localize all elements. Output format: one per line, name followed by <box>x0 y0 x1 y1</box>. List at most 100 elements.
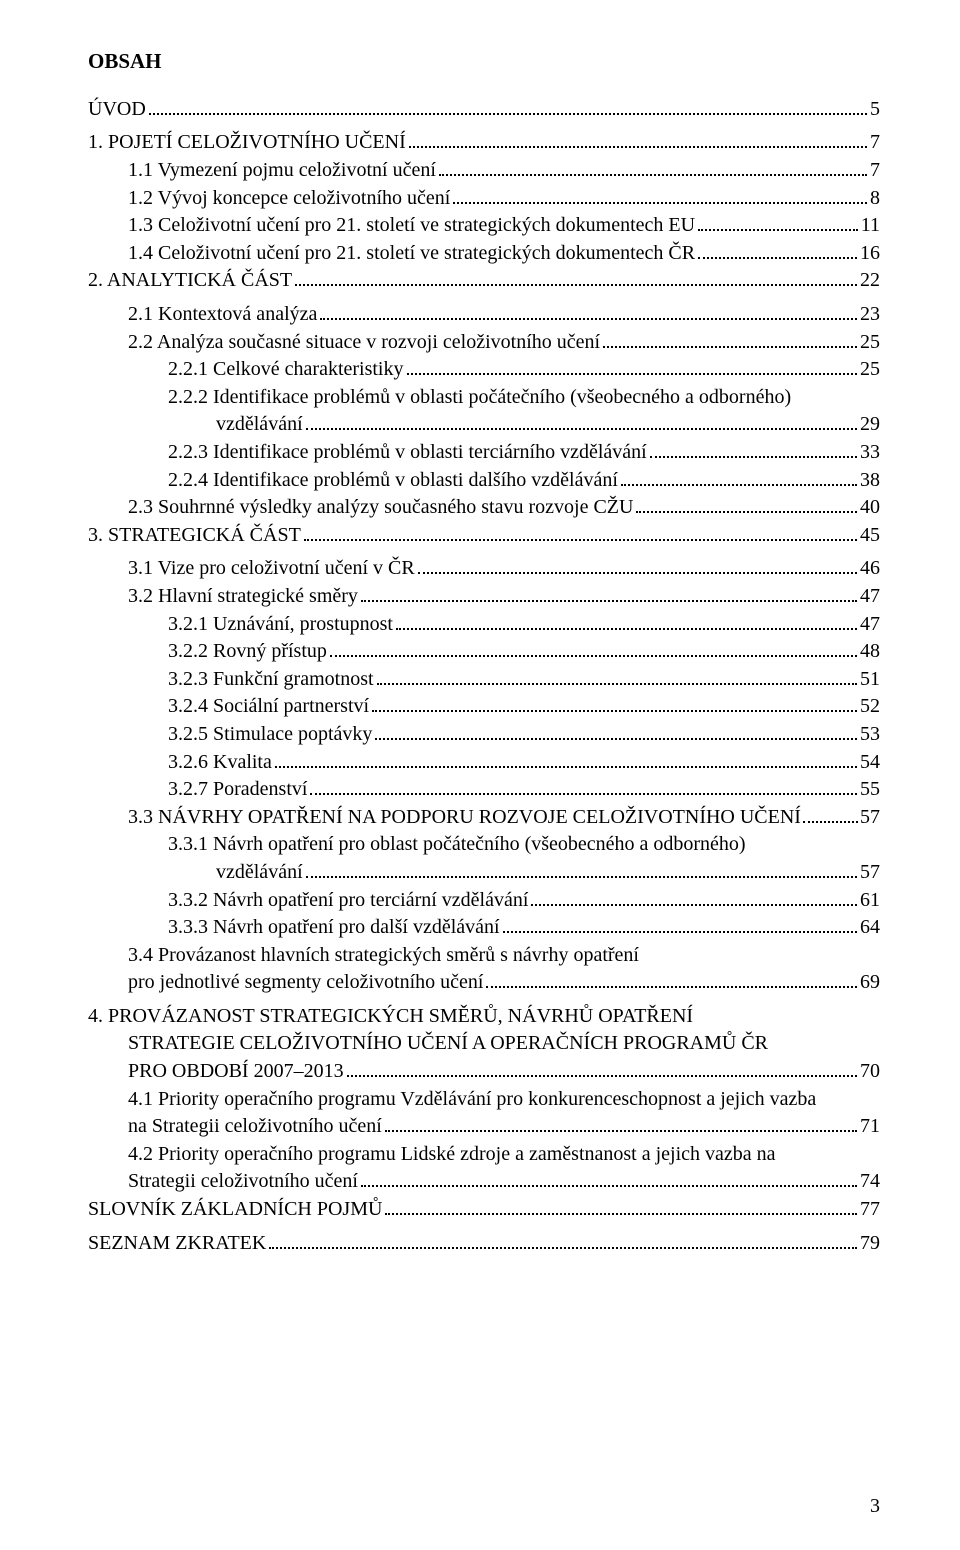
toc-label: pro jednotlivé segmenty celoživotního uč… <box>128 970 483 996</box>
document-page: OBSAH ÚVOD51. POJETÍ CELOŽIVOTNÍHO UČENÍ… <box>0 0 960 1550</box>
toc-entry: 3.3 NÁVRHY OPATŘENÍ NA PODPORU ROZVOJE C… <box>88 805 880 831</box>
toc-label: 1.2 Vývoj koncepce celoživotního učení <box>128 186 450 212</box>
toc-page-number: 25 <box>860 357 880 383</box>
toc-page-number: 57 <box>860 860 880 886</box>
toc-page-number: 55 <box>860 777 880 803</box>
toc-label: 3.2.2 Rovný přístup <box>168 639 327 665</box>
toc-entry: vzdělávání 57 <box>88 860 880 886</box>
toc-entry: 1.2 Vývoj koncepce celoživotního učení 8 <box>88 186 880 212</box>
toc-leader-dots <box>407 362 858 375</box>
toc-entry: vzdělávání29 <box>88 412 880 438</box>
toc-page-number: 61 <box>860 888 880 914</box>
toc-entry: 1.1 Vymezení pojmu celoživotní učení 7 <box>88 158 880 184</box>
toc-leader-dots <box>347 1064 857 1077</box>
toc-label: 2.1 Kontextová analýza <box>128 302 317 328</box>
toc-page-number: 47 <box>860 584 880 610</box>
toc-page-number: 79 <box>860 1231 880 1257</box>
toc-label: 3.2.6 Kvalita <box>168 750 272 776</box>
toc-leader-dots <box>320 307 857 320</box>
toc-entry: PRO OBDOBÍ 2007–2013 70 <box>88 1059 880 1085</box>
toc-label: STRATEGIE CELOŽIVOTNÍHO UČENÍ A OPERAČNÍ… <box>128 1031 768 1057</box>
toc-label: 1. POJETÍ CELOŽIVOTNÍHO UČENÍ <box>88 130 406 156</box>
toc-label: 3.4 Provázanost hlavních strategických s… <box>128 943 639 969</box>
toc-label: na Strategii celoživotního učení <box>128 1114 382 1140</box>
toc-page-number: 57 <box>860 805 880 831</box>
toc-entry: pro jednotlivé segmenty celoživotního uč… <box>88 970 880 996</box>
toc-leader-dots <box>650 445 857 458</box>
toc-page-number: 47 <box>860 612 880 638</box>
toc-leader-dots <box>330 644 857 657</box>
toc-label: 3. STRATEGICKÁ ČÁST <box>88 523 301 549</box>
toc-leader-dots <box>636 500 857 513</box>
toc-label: 1.4 Celoživotní učení pro 21. století ve… <box>128 241 695 267</box>
toc-leader-dots <box>439 163 867 176</box>
toc-label: 1.3 Celoživotní učení pro 21. století ve… <box>128 213 695 239</box>
toc-entry: 3.3.2 Návrh opatření pro terciární vzděl… <box>88 888 880 914</box>
toc-leader-dots <box>409 135 867 148</box>
toc-page-number: 53 <box>860 722 880 748</box>
toc-label: Strategii celoživotního učení <box>128 1169 358 1195</box>
toc-page-number: 54 <box>860 750 880 776</box>
toc-entry: ÚVOD5 <box>88 97 880 123</box>
toc-page-number: 70 <box>860 1059 880 1085</box>
toc-leader-dots <box>803 810 858 823</box>
toc-page-number: 38 <box>860 468 880 494</box>
toc-label: 1.1 Vymezení pojmu celoživotní učení <box>128 158 436 184</box>
toc-label: vzdělávání <box>216 412 303 438</box>
toc-entry: 1. POJETÍ CELOŽIVOTNÍHO UČENÍ 7 <box>88 130 880 156</box>
toc-label: 3.2.5 Stimulace poptávky <box>168 722 372 748</box>
toc-label: 2.2.2 Identifikace problémů v oblasti po… <box>168 385 791 411</box>
toc-page-number: 8 <box>870 186 880 212</box>
toc-page-number: 22 <box>860 268 880 294</box>
toc-entry: 1.4 Celoživotní učení pro 21. století ve… <box>88 241 880 267</box>
toc-leader-dots <box>372 699 857 712</box>
toc-label: PRO OBDOBÍ 2007–2013 <box>128 1059 344 1085</box>
toc-label: 3.2.1 Uznávání, prostupnost <box>168 612 393 638</box>
toc-label: 3.2.4 Sociální partnerství <box>168 694 369 720</box>
toc-label: 2.2.4 Identifikace problémů v oblasti da… <box>168 468 618 494</box>
toc-leader-dots <box>503 920 857 933</box>
toc-leader-dots <box>377 672 857 685</box>
toc-label: vzdělávání <box>216 860 303 886</box>
toc-entry: 3.2 Hlavní strategické směry47 <box>88 584 880 610</box>
toc-leader-dots <box>698 218 858 231</box>
toc-entry: 2.2.3 Identifikace problémů v oblasti te… <box>88 440 880 466</box>
toc-label: 4.1 Priority operačního programu Vzděláv… <box>128 1087 816 1113</box>
toc-entry: 1.3 Celoživotní učení pro 21. století ve… <box>88 213 880 239</box>
toc-entry: 3.1 Vize pro celoživotní učení v ČR46 <box>88 556 880 582</box>
toc-label: 4. PROVÁZANOST STRATEGICKÝCH SMĚRŮ, NÁVR… <box>88 1004 693 1030</box>
toc-leader-dots <box>310 782 857 795</box>
toc-label: 2. ANALYTICKÁ ČÁST <box>88 268 292 294</box>
toc-entry: SEZNAM ZKRATEK79 <box>88 1231 880 1257</box>
toc-page-number: 71 <box>860 1114 880 1140</box>
toc-entry: 4. PROVÁZANOST STRATEGICKÝCH SMĚRŮ, NÁVR… <box>88 1004 880 1030</box>
toc-label: SLOVNÍK ZÁKLADNÍCH POJMŮ <box>88 1197 382 1223</box>
toc-entry: Strategii celoživotního učení 74 <box>88 1169 880 1195</box>
toc-label: 3.1 Vize pro celoživotní učení v ČR <box>128 556 415 582</box>
toc-label: 3.3.1 Návrh opatření pro oblast počátečn… <box>168 832 746 858</box>
toc-leader-dots <box>304 528 857 541</box>
toc-leader-dots <box>385 1119 857 1132</box>
toc-container: ÚVOD51. POJETÍ CELOŽIVOTNÍHO UČENÍ71.1 V… <box>88 97 880 1256</box>
toc-leader-dots <box>275 755 857 768</box>
toc-label: 3.2.7 Poradenství <box>168 777 307 803</box>
toc-page-number: 7 <box>870 130 880 156</box>
toc-label: 2.2.1 Celkové charakteristiky <box>168 357 404 383</box>
toc-entry: 3.2.7 Poradenství 55 <box>88 777 880 803</box>
toc-page-number: 74 <box>860 1169 880 1195</box>
toc-entry: STRATEGIE CELOŽIVOTNÍHO UČENÍ A OPERAČNÍ… <box>88 1031 880 1057</box>
toc-page-number: 7 <box>870 158 880 184</box>
toc-label: 2.2.3 Identifikace problémů v oblasti te… <box>168 440 647 466</box>
toc-entry: 3.2.6 Kvalita 54 <box>88 750 880 776</box>
toc-leader-dots <box>385 1202 857 1215</box>
toc-page-number: 45 <box>860 523 880 549</box>
toc-entry: 3.3.1 Návrh opatření pro oblast počátečn… <box>88 832 880 858</box>
toc-page-number: 33 <box>860 440 880 466</box>
page-number: 3 <box>870 1494 880 1520</box>
toc-leader-dots <box>149 102 867 115</box>
toc-leader-dots <box>698 246 857 259</box>
toc-entry: 3.2.3 Funkční gramotnost51 <box>88 667 880 693</box>
toc-leader-dots <box>486 975 857 988</box>
toc-entry: 2. ANALYTICKÁ ČÁST 22 <box>88 268 880 294</box>
toc-leader-dots <box>418 561 857 574</box>
